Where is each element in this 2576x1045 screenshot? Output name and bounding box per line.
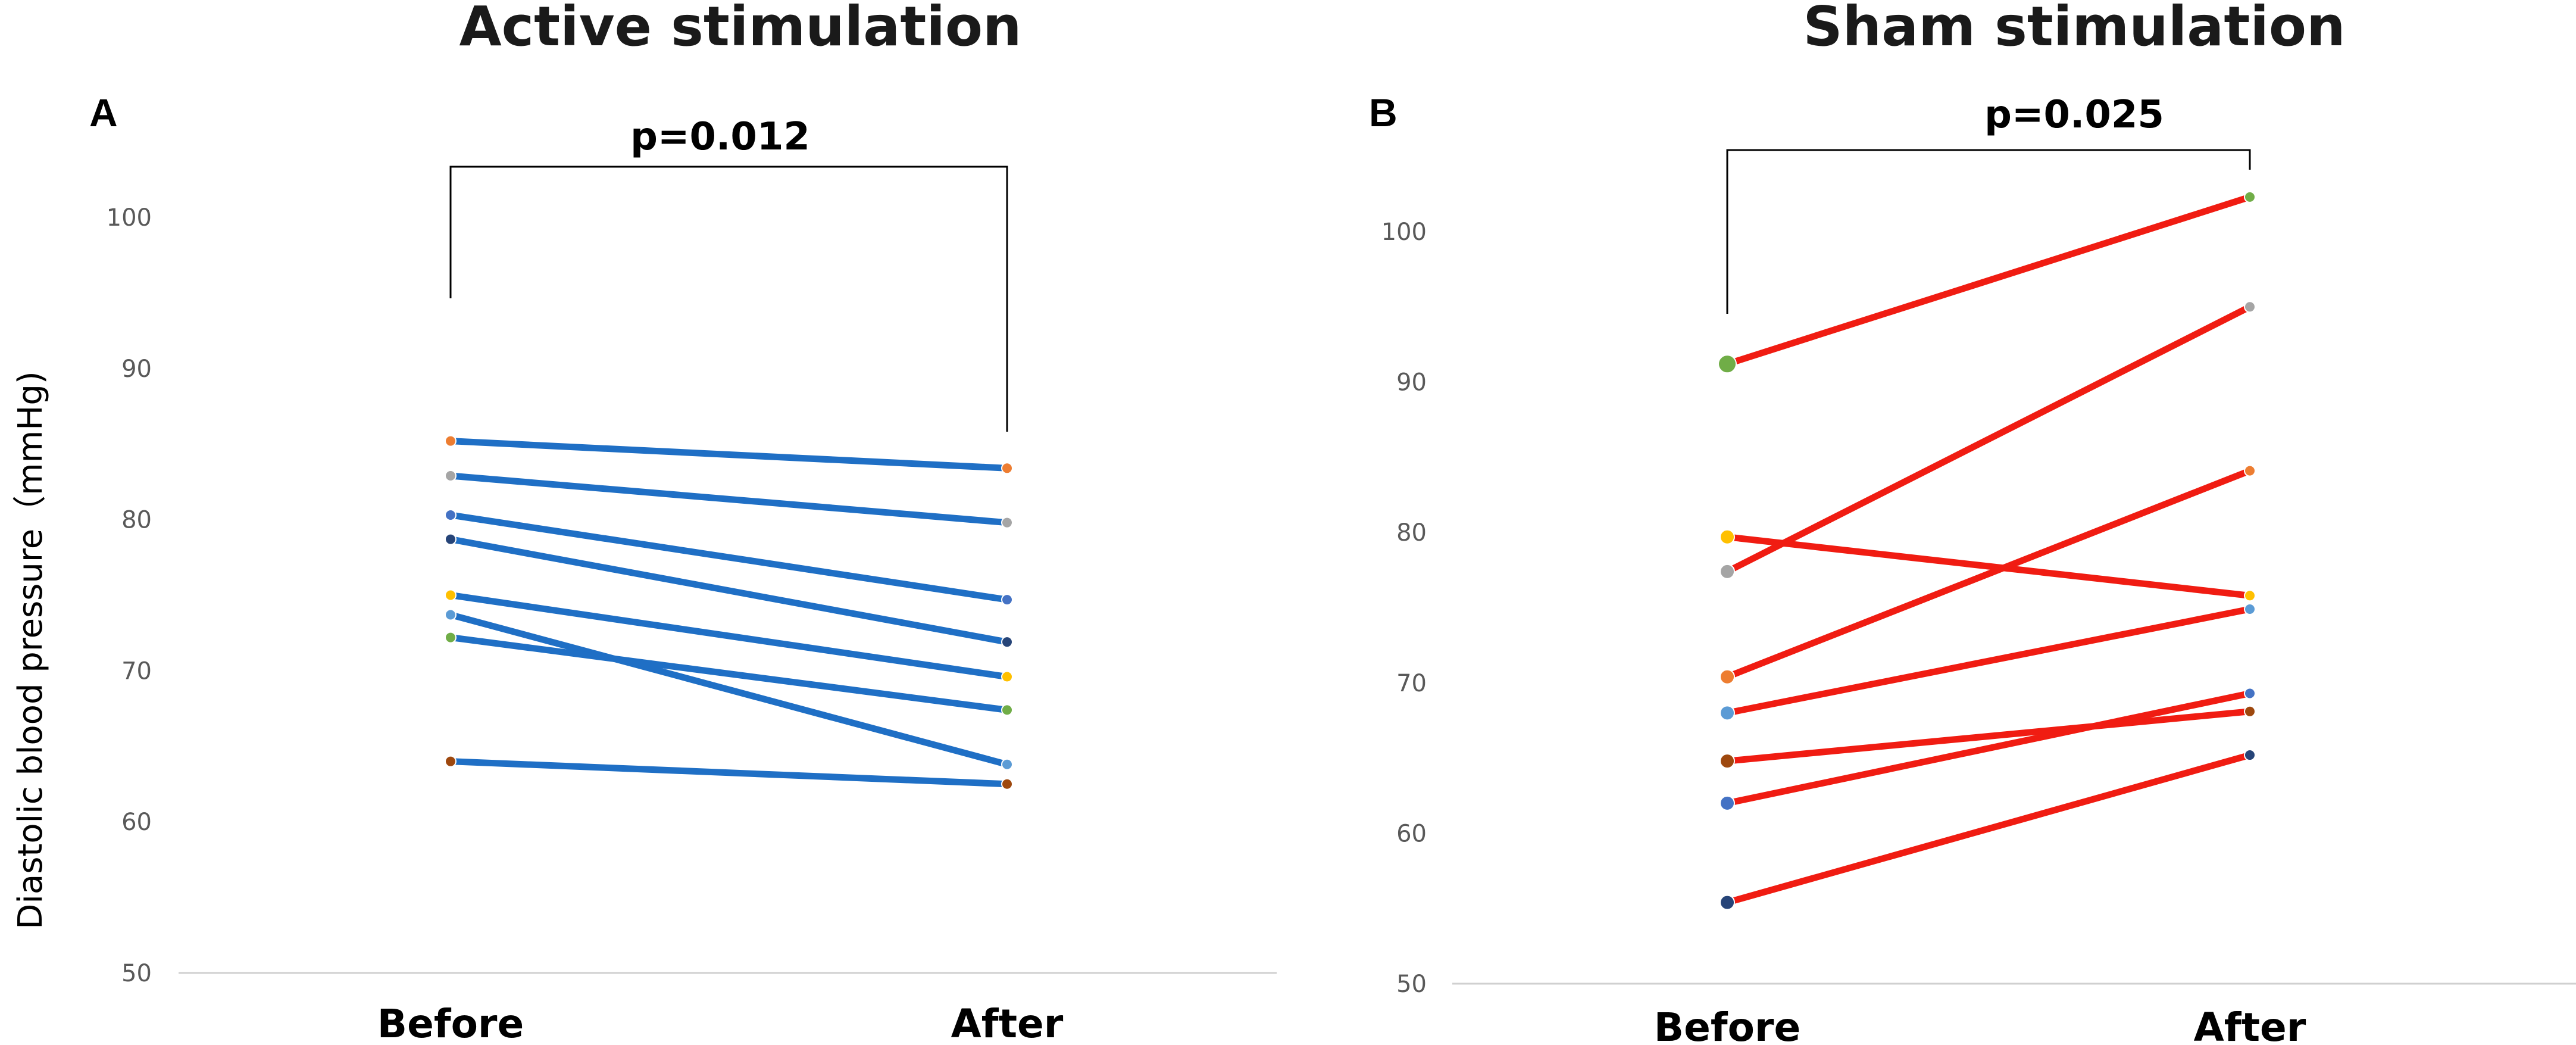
data-point-s4-before (1720, 669, 1735, 685)
panel-b-title: Sham stimulation (1803, 0, 2345, 58)
panel-a-title: Active stimulation (459, 0, 1021, 58)
y-tick-label: 100 (1381, 219, 1427, 246)
panel-a-series-lines (447, 438, 1011, 788)
panel-a: Active stimulation A p=0.012 50 60 70 80 90 1… (89, 0, 1277, 1045)
y-tick-label: 70 (121, 657, 152, 685)
data-point-s8-before (445, 755, 457, 768)
series-line-s8 (447, 758, 1011, 788)
series-line-s2 (447, 472, 1011, 526)
panel-a-letter: A (89, 91, 118, 135)
y-tick-label: 50 (121, 960, 152, 987)
data-point-s6-after (1001, 758, 1013, 771)
data-point-s8-after (1001, 778, 1013, 790)
series-line-s7 (1724, 690, 2253, 807)
data-point-s6-before (1720, 753, 1735, 769)
data-point-s5-before (445, 589, 457, 601)
y-tick-label: 90 (1396, 369, 1427, 397)
panel-b-pvalue: p=0.025 (1984, 93, 2164, 137)
panel-b-x-ticks: Before After (1654, 1005, 2306, 1045)
panel-a-significance-bracket (449, 166, 1008, 432)
data-point-s1-after (2244, 191, 2256, 203)
panel-b-significance-bracket (1726, 149, 2251, 314)
y-tick-label: 100 (107, 204, 152, 232)
data-point-s4-before (445, 533, 457, 545)
x-tick-label-before: Before (377, 1001, 524, 1045)
series-line-s4 (1724, 467, 2253, 681)
data-point-s3-before (1720, 529, 1735, 545)
data-point-s3-after (2244, 589, 2256, 602)
series-line-s4 (447, 536, 1011, 645)
panel-b-letter: B (1369, 91, 1398, 135)
panel-a-pvalue: p=0.012 (630, 115, 810, 159)
series-line-s5 (1724, 606, 2253, 716)
panel-b-y-ticks: 50 60 70 80 90 100 (1381, 219, 1427, 998)
y-tick-label: 80 (121, 507, 152, 534)
y-tick-label: 80 (1396, 519, 1427, 547)
series-line-s2 (1724, 303, 2253, 575)
y-tick-label: 60 (1396, 820, 1427, 847)
series-line-s8 (1724, 751, 2253, 906)
series-line-s6 (1724, 708, 2253, 765)
y-tick-label: 50 (1396, 971, 1427, 998)
series-line-s7 (447, 634, 1011, 713)
y-tick-label: 70 (1396, 670, 1427, 697)
data-point-s7-after (1001, 704, 1013, 716)
data-point-s3-after (1001, 594, 1013, 606)
data-point-s2-before (1720, 563, 1735, 579)
x-tick-label-after: After (2194, 1005, 2306, 1045)
data-point-s6-after (2244, 705, 2256, 718)
data-point-s4-after (1001, 636, 1013, 648)
y-tick-label: 90 (121, 355, 152, 383)
data-point-s7-after (2244, 687, 2256, 700)
y-axis-label: Diastolic blood pressure（mmHg) (11, 371, 50, 929)
data-point-s1-before (1718, 354, 1737, 374)
data-point-s5-after (1001, 670, 1013, 683)
data-point-s7-before (1720, 795, 1735, 811)
panel-a-markers (445, 435, 1013, 790)
data-point-s2-after (2244, 301, 2256, 313)
panel-b-series-lines (1724, 194, 2253, 906)
panel-b: Sham stimulation B p=0.025 50 60 70 80 90 100… (1369, 0, 2576, 1045)
y-tick-label: 60 (121, 809, 152, 836)
data-point-s5-before (1720, 705, 1735, 721)
panel-a-x-ticks: Before After (377, 1001, 1064, 1045)
data-point-s1-after (1001, 462, 1013, 475)
data-point-s6-before (445, 609, 457, 621)
series-line-s1 (447, 438, 1011, 472)
series-line-s6 (447, 611, 1011, 768)
data-point-s2-before (445, 469, 457, 482)
panel-a-y-ticks: 50 60 70 80 90 100 (107, 204, 152, 987)
series-line-s3 (1724, 534, 2253, 599)
data-point-s8-after (2244, 749, 2256, 762)
series-line-s3 (447, 511, 1011, 603)
data-point-s1-before (445, 435, 457, 447)
panel-b-markers (1718, 191, 2256, 910)
data-point-s4-after (2244, 464, 2256, 477)
data-point-s8-before (1720, 894, 1735, 910)
x-tick-label-after: After (951, 1001, 1064, 1045)
x-tick-label-before: Before (1654, 1005, 1800, 1045)
data-point-s3-before (445, 509, 457, 521)
series-line-s1 (1724, 194, 2253, 367)
data-point-s2-after (1001, 516, 1013, 529)
data-point-s7-before (445, 631, 457, 644)
series-line-s5 (447, 592, 1011, 681)
data-point-s5-after (2244, 603, 2256, 616)
